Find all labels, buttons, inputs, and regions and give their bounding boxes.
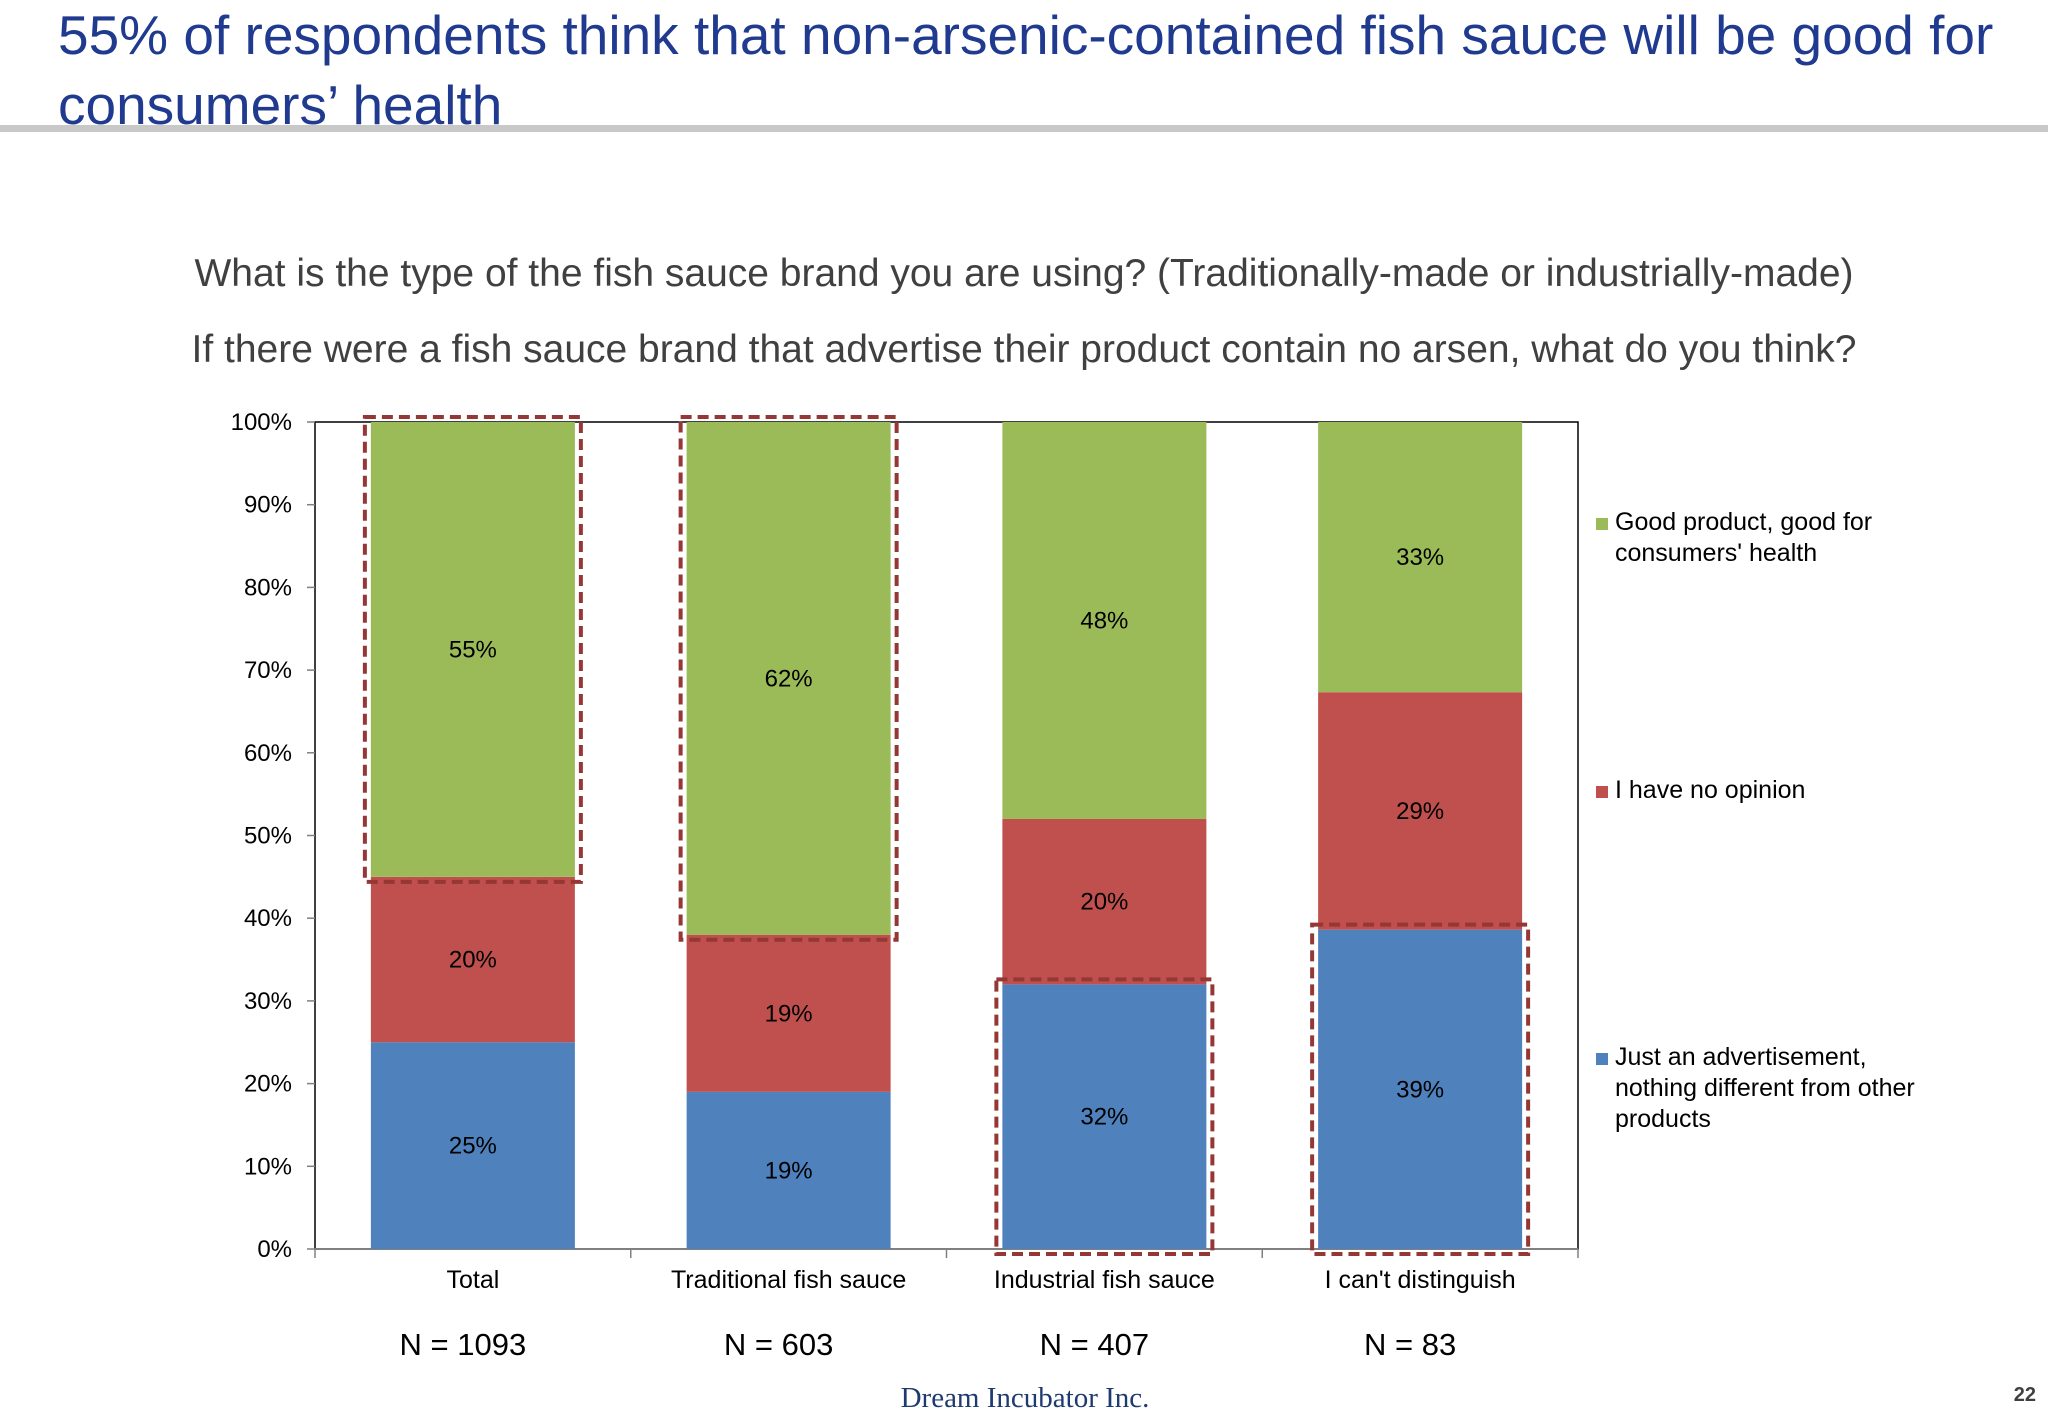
bar-segment <box>686 422 891 935</box>
y-tick-label: 80% <box>244 574 292 601</box>
bar-data-label: 48% <box>1080 607 1128 634</box>
y-tick-label: 60% <box>244 740 292 767</box>
sample-size-label: N = 1093 <box>400 1327 527 1362</box>
bar-data-label: 62% <box>765 665 813 692</box>
x-category-label: Industrial fish sauce <box>994 1266 1215 1294</box>
bar-segment <box>686 934 891 1092</box>
legend-label: Good product, good for consumers' health <box>1615 508 1872 567</box>
footer-brand: Dream Incubator Inc. <box>900 1382 1150 1414</box>
legend-swatch <box>1596 518 1608 530</box>
bar-data-label: 19% <box>765 1157 813 1184</box>
y-tick-label: 90% <box>244 492 292 519</box>
bar-data-label: 33% <box>1396 544 1444 571</box>
bar-segment <box>1318 692 1523 930</box>
highlight-box <box>678 415 899 942</box>
bar-data-label: 29% <box>1396 798 1444 825</box>
y-tick-label: 70% <box>244 657 292 684</box>
bar-segment <box>1318 422 1523 693</box>
bar-data-label: 20% <box>449 947 497 974</box>
sample-size-label: N = 603 <box>724 1327 833 1362</box>
survey-question-2: If there were a fish sauce brand that ad… <box>191 328 1857 371</box>
highlight-box <box>362 415 583 884</box>
y-tick-label: 0% <box>257 1236 292 1263</box>
y-tick-label: 30% <box>244 988 292 1015</box>
sample-size-label: N = 407 <box>1040 1327 1149 1362</box>
slide-title: 55% of respondents think that non-arseni… <box>58 4 1994 136</box>
bar-segment <box>1318 929 1523 1249</box>
bar-segment <box>1002 818 1207 985</box>
bar-segment <box>370 422 575 877</box>
bar-segment <box>1002 984 1207 1249</box>
bar-segment <box>1002 422 1207 819</box>
legend-label: Just an advertisement, nothing different … <box>1615 1043 1915 1133</box>
x-category-label: Traditional fish sauce <box>671 1266 906 1294</box>
bar-data-label: 19% <box>765 1000 813 1027</box>
highlight-box <box>1310 922 1531 1257</box>
legend-label: I have no opinion <box>1615 776 1805 804</box>
y-tick-label: 20% <box>244 1071 292 1098</box>
y-tick-label: 100% <box>231 409 292 436</box>
y-tick-label: 40% <box>244 905 292 932</box>
y-tick-label: 10% <box>244 1153 292 1180</box>
bar-data-label: 32% <box>1080 1104 1128 1131</box>
legend-swatch <box>1596 1053 1608 1065</box>
x-category-label: I can't distinguish <box>1325 1266 1516 1294</box>
x-category-label: Total <box>446 1266 499 1294</box>
bar-data-label: 39% <box>1396 1076 1444 1103</box>
sample-size-label: N = 83 <box>1364 1327 1456 1362</box>
highlight-box <box>994 977 1215 1256</box>
bar-data-label: 25% <box>449 1133 497 1160</box>
y-tick-label: 50% <box>244 823 292 850</box>
bar-segment <box>686 1091 891 1249</box>
page-number: 22 <box>2013 1384 2036 1406</box>
survey-question-1: What is the type of the fish sauce brand… <box>194 252 1854 295</box>
bar-data-label: 55% <box>449 636 497 663</box>
title-divider <box>0 125 2048 132</box>
bar-segment <box>370 1042 575 1249</box>
bar-segment <box>370 876 575 1043</box>
bar-data-label: 20% <box>1080 889 1128 916</box>
legend-swatch <box>1596 786 1608 798</box>
